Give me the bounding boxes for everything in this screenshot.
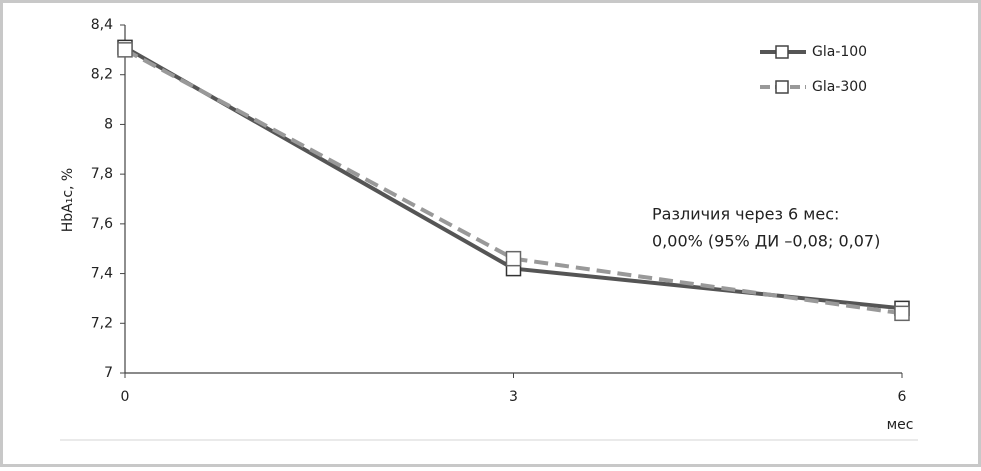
x-tick-label: 0 — [121, 389, 130, 405]
x-tick-label: 3 — [509, 389, 518, 405]
annotation: Различия через 6 мес: — [652, 205, 839, 224]
y-tick-label: 7,4 — [91, 266, 113, 282]
y-tick-label: 7,6 — [91, 216, 113, 232]
y-tick-label: 8 — [104, 116, 113, 132]
y-axis-label: HbA₁c, % — [60, 168, 76, 233]
marker — [505, 250, 522, 267]
marker — [117, 42, 133, 58]
y-tick-label: 7,2 — [91, 315, 113, 331]
x-axis-label: мес — [887, 417, 914, 433]
marker — [894, 305, 910, 322]
legend-label: Gla-100 — [812, 44, 867, 60]
x-tick-label: 6 — [898, 389, 907, 405]
y-tick-label: 7,8 — [91, 166, 113, 182]
legend-label: Gla-300 — [812, 79, 867, 95]
legend-marker — [775, 45, 789, 59]
legend-marker — [775, 80, 789, 94]
y-tick-label: 8,4 — [91, 17, 113, 33]
y-tick-label: 8,2 — [91, 67, 113, 83]
y-tick-label: 7 — [104, 365, 113, 381]
annotation: 0,00% (95% ДИ –0,08; 0,07) — [652, 232, 880, 251]
